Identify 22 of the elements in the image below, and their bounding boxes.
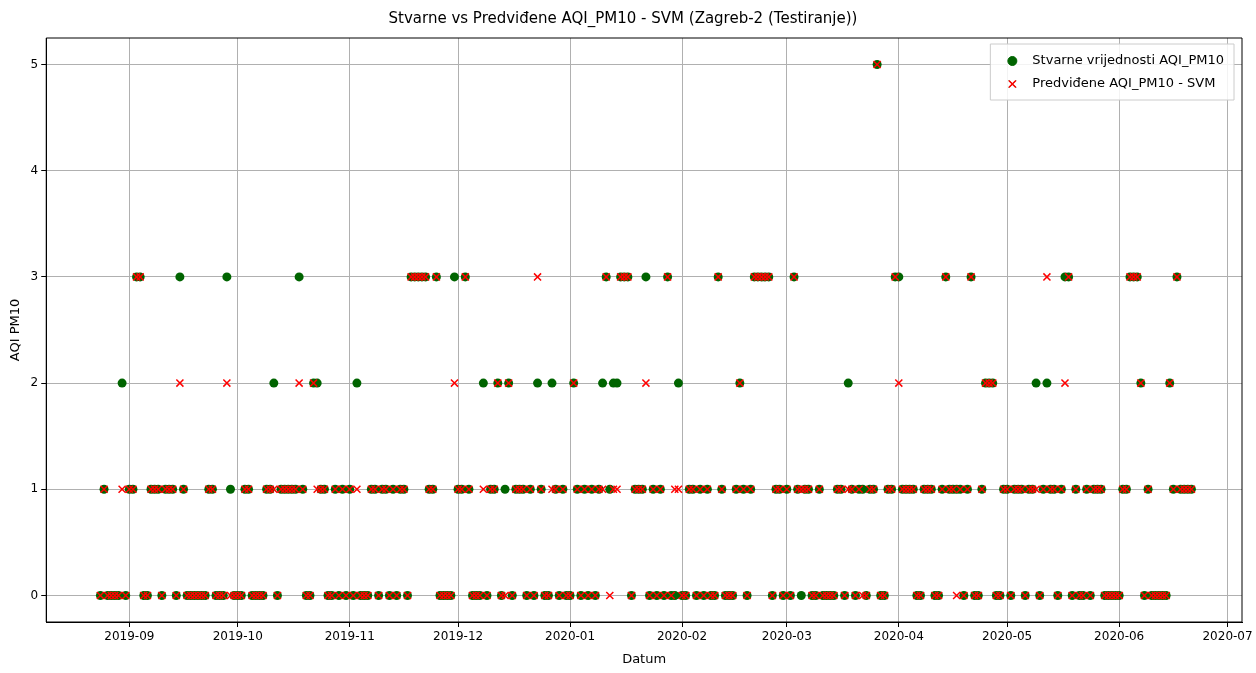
y-tick-label: 0 [30, 587, 39, 602]
x-tick-label: 2019-10 [212, 629, 263, 644]
x-tick-label: 2019-11 [324, 629, 375, 644]
x-axis-title: Datum [622, 650, 667, 666]
legend-label: Predviđene AQI_PM10 - SVM [1032, 75, 1216, 91]
y-tick-label: 2 [30, 375, 39, 390]
y-axis-title: AQI PM10 [7, 298, 23, 362]
x-tick-label: 2020-02 [656, 629, 708, 644]
legend-label: Stvarne vrijednosti AQI_PM10 [1032, 52, 1225, 68]
x-tick-label: 2020-05 [982, 629, 1033, 644]
x-tick-label: 2020-04 [873, 629, 924, 644]
x-tick-label: 2020-01 [544, 629, 596, 644]
y-tick-label: 1 [30, 481, 39, 496]
x-tick-label: 2020-07 [1202, 629, 1253, 644]
x-tick-label: 2020-03 [761, 629, 812, 644]
y-tick-label: 5 [30, 56, 39, 71]
y-tick-label: 3 [30, 269, 39, 284]
x-tick-label: 2019-09 [104, 629, 155, 644]
x-tick-label: 2019-12 [433, 629, 484, 644]
chart-title: Stvarne vs Predviđene AQI_PM10 - SVM (Zagreb-2 (Testiranje)) [388, 8, 858, 28]
x-tick-label: 2020-06 [1094, 629, 1145, 644]
y-tick-label: 4 [30, 162, 39, 177]
